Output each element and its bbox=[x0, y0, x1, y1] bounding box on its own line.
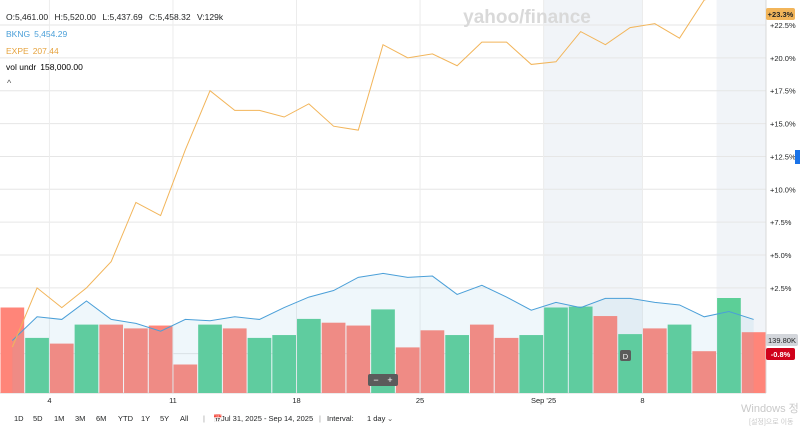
range-all[interactable]: All bbox=[180, 414, 189, 423]
range-1y[interactable]: 1Y bbox=[141, 414, 151, 423]
legend-bkng-value: 5,454.29 bbox=[34, 29, 68, 39]
close-value: C:5,458.32 bbox=[148, 12, 191, 22]
volume-bar bbox=[0, 307, 25, 393]
x-tick-label: 25 bbox=[416, 396, 424, 405]
interval-label: Interval: bbox=[327, 414, 354, 423]
bkng-end-badge bbox=[766, 348, 795, 360]
volume-bar bbox=[519, 335, 544, 393]
range-1m[interactable]: 1M bbox=[54, 414, 65, 423]
volume-bar bbox=[544, 307, 568, 393]
edge-tab[interactable] bbox=[795, 150, 800, 164]
expe-end-label: +23.3% bbox=[768, 10, 794, 19]
bottom-toolbar: 1D 5D 1M 3M 6M YTD 1Y 5Y All | 📅 Jul 31,… bbox=[0, 407, 800, 429]
legend-vol[interactable]: vol undr 158,000.00 bbox=[6, 62, 83, 72]
x-tick-label: 8 bbox=[640, 396, 644, 405]
volume-value: V:129k bbox=[196, 12, 224, 22]
low-value: L:5,437.69 bbox=[102, 12, 143, 22]
windows-activation-sub: [설정]으로 이동 bbox=[749, 419, 794, 426]
volume-end-label: 139.80K bbox=[768, 336, 796, 345]
volume-bar bbox=[642, 328, 667, 393]
volume-bar bbox=[124, 328, 148, 393]
legend-expe[interactable]: EXPE 207.44 bbox=[6, 46, 59, 56]
volume-bar bbox=[469, 324, 494, 393]
volume-bar bbox=[346, 325, 371, 393]
chevron-down-icon[interactable]: ⌄ bbox=[387, 414, 394, 423]
y-tick-label: +15.0% bbox=[770, 120, 796, 129]
y-tick-label: +5.0% bbox=[770, 251, 792, 260]
volume-bar bbox=[74, 324, 99, 393]
volume-bar bbox=[222, 328, 247, 393]
range-3m[interactable]: 3M bbox=[75, 414, 86, 423]
windows-activation-watermark: Windows 정 bbox=[741, 403, 799, 415]
volume-bar bbox=[395, 347, 420, 393]
volume-bar bbox=[198, 324, 222, 393]
x-tick-label: 11 bbox=[169, 396, 177, 405]
high-value: H:5,520.00 bbox=[54, 12, 97, 22]
volume-end-badge bbox=[766, 334, 798, 346]
calendar-icon[interactable]: 📅 bbox=[213, 414, 223, 423]
bkng-area bbox=[12, 273, 754, 393]
y-tick-label: +12.5% bbox=[770, 152, 796, 161]
legend-vol-name: vol undr bbox=[6, 62, 37, 72]
volume-bar bbox=[618, 334, 642, 393]
dividend-marker[interactable] bbox=[620, 350, 631, 361]
x-tick-label: Sep '25 bbox=[531, 396, 556, 405]
x-tick-label: 18 bbox=[292, 396, 300, 405]
volume-bar bbox=[692, 351, 717, 393]
zoom-control bbox=[368, 374, 398, 386]
volume-bar bbox=[741, 332, 766, 393]
volume-bar bbox=[667, 324, 692, 393]
date-range[interactable]: Jul 31, 2025 - Sep 14, 2025 bbox=[221, 414, 314, 423]
legend-bkng-name: BKNG bbox=[6, 29, 31, 39]
range-5d[interactable]: 5D bbox=[33, 414, 43, 423]
volume-bar bbox=[49, 343, 74, 393]
range-5y[interactable]: 5Y bbox=[160, 414, 170, 423]
range-6m[interactable]: 6M bbox=[96, 414, 107, 423]
collapse-legend-icon[interactable]: ^ bbox=[7, 78, 12, 88]
volume-bar bbox=[272, 335, 297, 393]
volume-bar bbox=[173, 364, 198, 393]
yahoo-finance-watermark: yahoo/finance bbox=[463, 7, 591, 28]
legend-vol-value: 158,000.00 bbox=[40, 62, 83, 72]
range-ytd[interactable]: YTD bbox=[118, 414, 133, 423]
zoom-out-button[interactable]: − bbox=[373, 375, 378, 385]
bkng-end-label: -0.8% bbox=[771, 350, 791, 359]
expe-series-line[interactable] bbox=[11, 0, 753, 348]
open-value: O:5,461.00 bbox=[6, 12, 49, 22]
x-tick-label: 4 bbox=[47, 396, 51, 405]
volume-bar bbox=[321, 322, 346, 393]
volume-bar bbox=[420, 330, 445, 393]
dividend-marker-label: D bbox=[623, 352, 629, 361]
y-tick-label: +17.5% bbox=[770, 87, 796, 96]
zoom-in-button[interactable]: + bbox=[387, 375, 392, 385]
volume-bar bbox=[717, 298, 741, 393]
volume-bar bbox=[99, 324, 124, 393]
volume-bar bbox=[494, 337, 519, 393]
volume-bar bbox=[593, 316, 618, 393]
toolbar-divider: | bbox=[203, 414, 205, 423]
legend-expe-name: EXPE bbox=[6, 46, 29, 56]
y-tick-label: +2.5% bbox=[770, 284, 792, 293]
volume-bar bbox=[445, 335, 469, 393]
legend-bkng[interactable]: BKNG 5,454.29 bbox=[6, 29, 67, 39]
volume-bar bbox=[297, 318, 321, 393]
volume-bar bbox=[148, 325, 173, 393]
volume-bar bbox=[568, 306, 593, 393]
expe-end-badge bbox=[766, 8, 795, 20]
y-tick-label: +22.5% bbox=[770, 21, 796, 30]
bkng-series-line[interactable] bbox=[12, 272, 754, 341]
y-tick-label: +10.0% bbox=[770, 185, 796, 194]
legend-expe-value: 207.44 bbox=[32, 46, 59, 56]
y-tick-label: +20.0% bbox=[770, 54, 796, 63]
interval-select[interactable]: 1 day bbox=[367, 414, 386, 423]
volume-bar bbox=[371, 309, 395, 393]
toolbar-divider-2: | bbox=[319, 414, 321, 423]
y-tick-label: +7.5% bbox=[770, 218, 792, 227]
volume-bar bbox=[25, 337, 49, 393]
range-1d[interactable]: 1D bbox=[14, 414, 24, 423]
volume-bar bbox=[247, 337, 272, 393]
ohlc-readout: O:5,461.00 H:5,520.00 L:5,437.69 C:5,458… bbox=[6, 12, 227, 22]
